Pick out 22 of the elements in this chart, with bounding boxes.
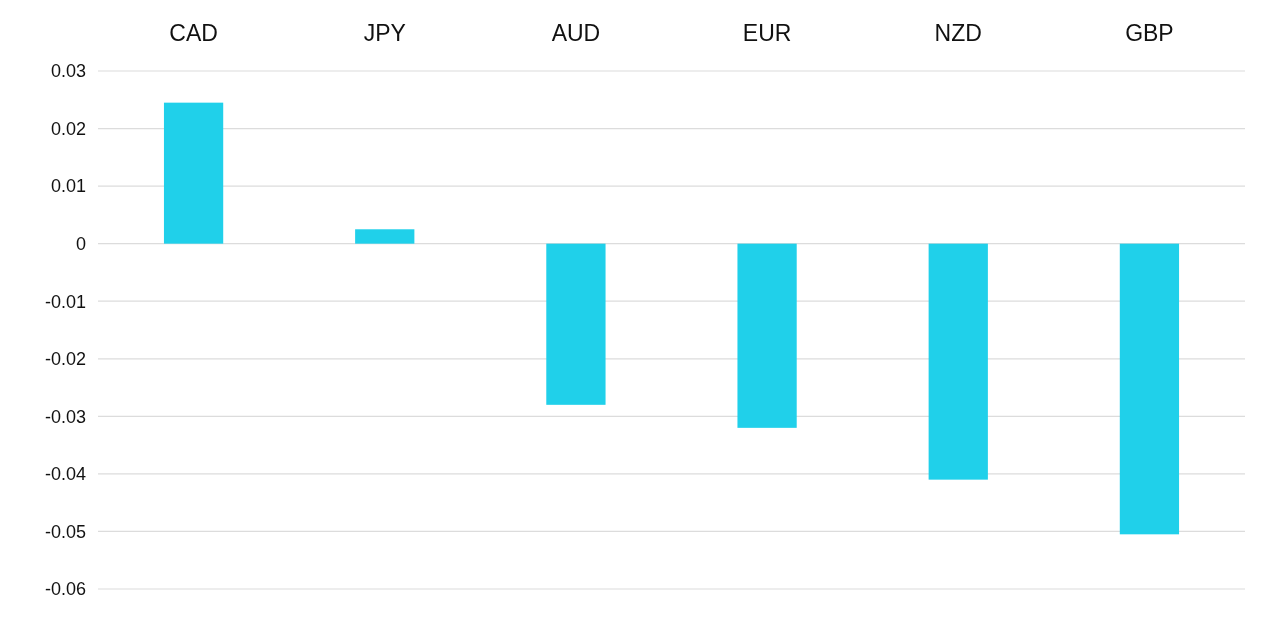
bar — [1119, 243, 1180, 535]
y-tick-label: -0.04 — [44, 464, 86, 485]
y-tick-label: -0.02 — [44, 349, 86, 370]
y-tick-label: -0.05 — [44, 521, 86, 542]
x-tick-label: NZD — [934, 20, 982, 47]
bar — [546, 243, 606, 405]
x-tick-label: JPY — [363, 20, 406, 47]
bar — [355, 229, 415, 244]
y-tick-label: 0.03 — [50, 61, 86, 82]
x-tick-label: AUD — [551, 20, 601, 47]
x-tick-label: GBP — [1125, 20, 1174, 47]
y-tick-label: -0.06 — [44, 579, 86, 600]
x-tick-label: CAD — [169, 20, 218, 47]
y-tick-label: 0.01 — [50, 176, 86, 197]
bar — [163, 102, 224, 244]
bar — [737, 243, 797, 428]
y-tick-label: -0.01 — [44, 291, 86, 312]
x-tick-label: EUR — [742, 20, 792, 47]
y-tick-label: -0.03 — [44, 406, 86, 427]
y-tick-label: 0 — [75, 233, 86, 254]
y-tick-label: 0.02 — [50, 118, 86, 139]
bar — [928, 243, 988, 480]
